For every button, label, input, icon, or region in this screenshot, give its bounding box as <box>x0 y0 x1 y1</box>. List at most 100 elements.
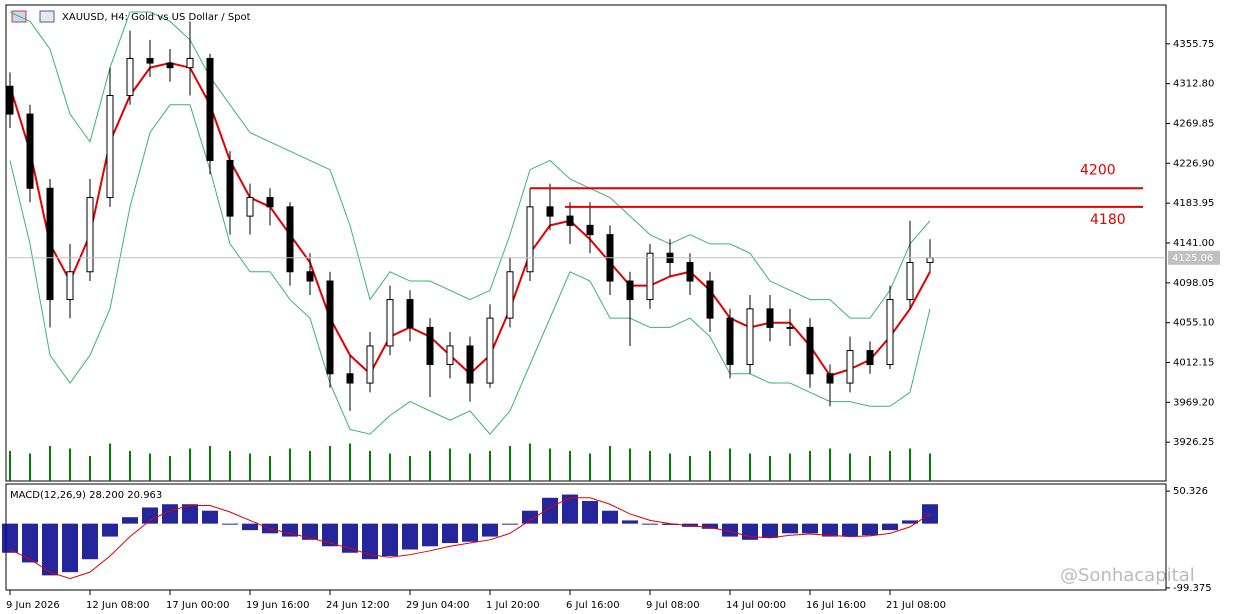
candle-body <box>746 308 754 366</box>
chart-icon[interactable] <box>39 10 55 23</box>
macd-bar <box>362 523 378 560</box>
candle-body <box>46 187 54 301</box>
candle-body <box>626 280 634 301</box>
macd-bar <box>242 523 258 531</box>
macd-frame <box>5 483 1167 591</box>
macd-bar <box>522 510 538 524</box>
candle-body <box>426 326 434 366</box>
x-tick-label: 19 Jun 16:00 <box>246 600 310 611</box>
macd-bar <box>122 517 138 524</box>
macd-bar <box>82 523 98 560</box>
candle-body <box>446 345 454 366</box>
macd-bar <box>662 523 678 525</box>
candle-body <box>926 257 934 263</box>
chart-title: XAUUSD, H4: Gold vs US Dollar / Spot <box>62 12 251 23</box>
x-tick-label: 14 Jul 00:00 <box>726 600 786 611</box>
y-tick-label: 4055.10 <box>1173 318 1214 329</box>
macd-bar <box>622 520 638 524</box>
y-tick-label: 3969.20 <box>1173 397 1214 408</box>
macd-title: MACD(12,26,9) 28.200 20.963 <box>10 490 162 501</box>
macd-bar <box>42 523 58 576</box>
candle-body <box>326 280 334 375</box>
macd-bar <box>322 523 338 547</box>
candle-body <box>506 271 514 319</box>
y-tick-label: 3926.25 <box>1173 437 1214 448</box>
y-tick-label: 4141.00 <box>1173 238 1214 249</box>
candle-body <box>386 299 394 347</box>
macd-bar <box>862 523 878 536</box>
macd-bar <box>342 523 358 553</box>
x-tick-label: 21 Jul 08:00 <box>886 600 946 611</box>
x-tick-label: 9 Jun 2026 <box>6 600 60 611</box>
macd-bar <box>582 501 598 524</box>
candle-body <box>906 261 914 301</box>
candle-body <box>846 350 854 384</box>
candle-body <box>486 317 494 384</box>
macd-bar <box>2 523 18 553</box>
current-price-box <box>1168 250 1220 265</box>
macd-bar <box>282 523 298 537</box>
y-tick-label: 4269.85 <box>1173 118 1214 129</box>
candle-body <box>306 271 314 282</box>
macd-bar <box>22 523 38 563</box>
y-tick-label: 50.326 <box>1173 486 1208 497</box>
signal-line <box>9 497 931 580</box>
candle-body <box>166 62 174 69</box>
macd-bar <box>382 523 398 556</box>
candle-body <box>246 197 254 217</box>
overlay-line <box>9 11 931 319</box>
x-tick-label: 1 Jul 20:00 <box>486 600 540 611</box>
macd-bar <box>562 494 578 524</box>
candle-body <box>106 95 114 199</box>
macd-bar <box>462 523 478 542</box>
candle-body <box>826 373 834 384</box>
x-tick-label: 17 Jun 00:00 <box>166 600 230 611</box>
x-tick-label: 9 Jul 08:00 <box>646 600 700 611</box>
y-tick-label: 4312.80 <box>1173 79 1214 90</box>
main-frame <box>5 4 1167 482</box>
candle-body <box>266 197 274 208</box>
candle-body <box>706 280 714 319</box>
macd-bar <box>842 523 858 537</box>
macd-bar <box>642 523 658 525</box>
macd-bar <box>402 523 418 550</box>
candle-body <box>66 271 74 301</box>
candle-body <box>226 159 234 217</box>
candle-body <box>726 317 734 366</box>
candle-body <box>786 326 794 329</box>
candle-body <box>646 252 654 301</box>
candle-body <box>26 113 34 189</box>
x-tick-label: 6 Jul 16:00 <box>566 600 620 611</box>
y-tick-label: -99.375 <box>1173 583 1212 594</box>
y-tick-label: 4012.15 <box>1173 358 1214 369</box>
current-price-label: 4125.06 <box>1172 253 1213 264</box>
macd-bar <box>782 523 798 534</box>
x-tick-label: 29 Jun 04:00 <box>406 600 470 611</box>
watermark: @Sonhacapital <box>1060 565 1195 586</box>
level-label: 4180 <box>1090 212 1126 228</box>
y-tick-label: 4226.90 <box>1173 158 1214 169</box>
y-tick-label: 4098.05 <box>1173 278 1214 289</box>
macd-bar <box>762 523 778 538</box>
macd-bar <box>882 523 898 531</box>
x-tick-label: 16 Jul 16:00 <box>806 600 866 611</box>
candle-body <box>546 206 554 217</box>
macd-bar <box>202 510 218 524</box>
macd-bar <box>602 510 618 524</box>
candle-body <box>566 215 574 226</box>
macd-bar <box>702 523 718 529</box>
macd-bar <box>422 523 438 547</box>
overlay-line <box>9 104 931 435</box>
candle-body <box>766 308 774 328</box>
candle-body <box>366 345 374 384</box>
macd-bar <box>102 523 118 537</box>
candle-body <box>466 345 474 384</box>
macd-bar <box>802 523 818 534</box>
candle-body <box>126 57 134 97</box>
candle-body <box>86 197 94 273</box>
macd-bar <box>222 523 238 525</box>
x-tick-label: 24 Jun 12:00 <box>326 600 390 611</box>
y-tick-label: 4183.95 <box>1173 198 1214 209</box>
